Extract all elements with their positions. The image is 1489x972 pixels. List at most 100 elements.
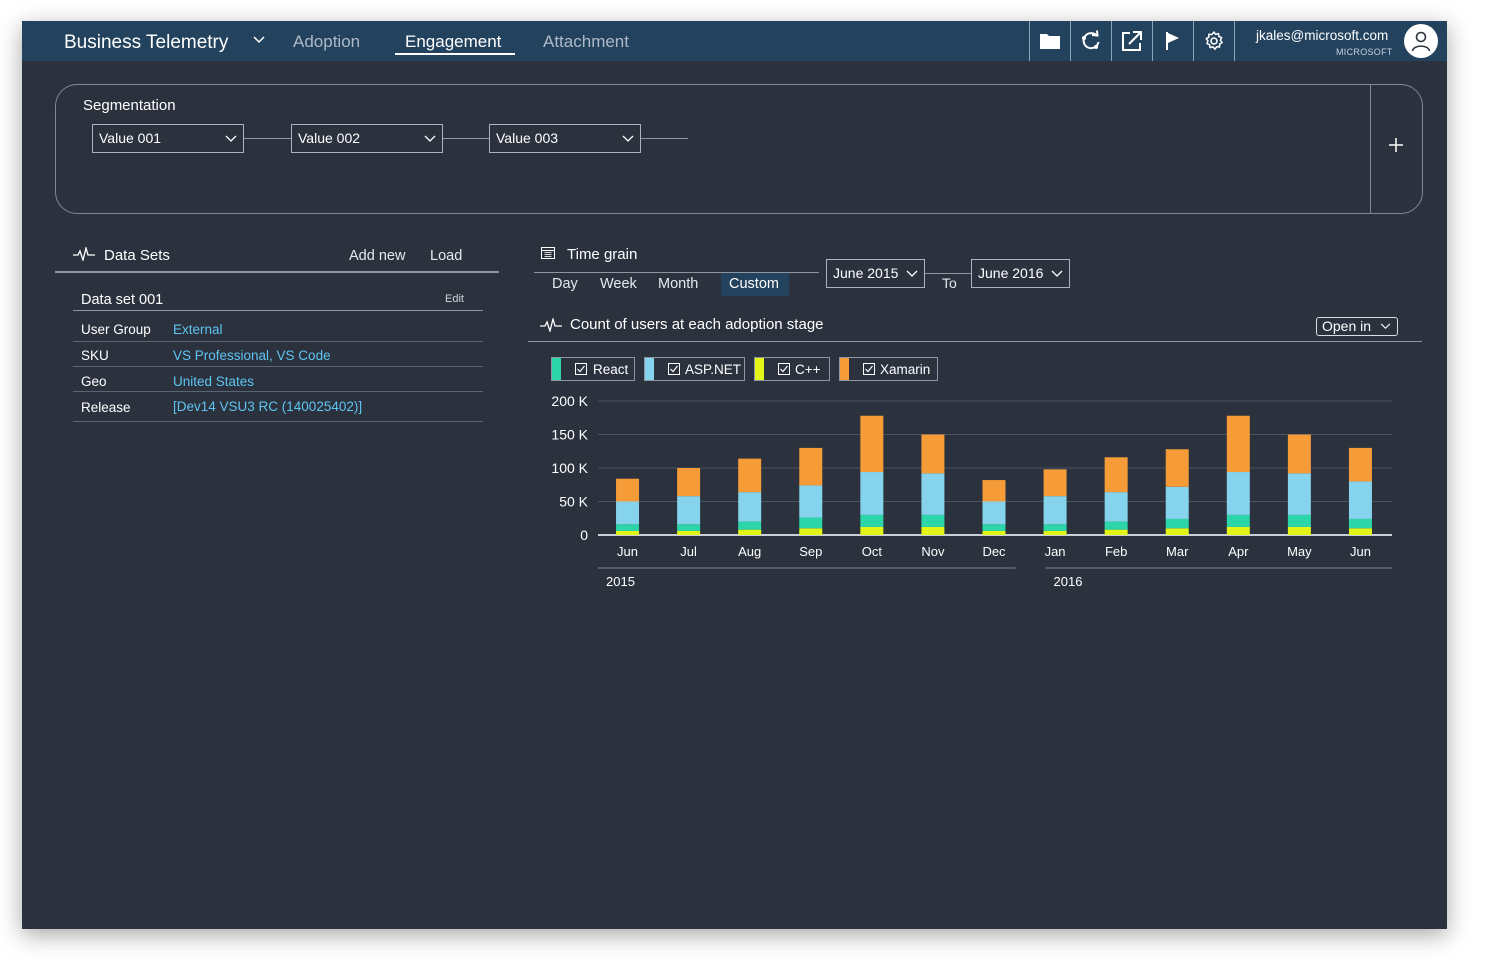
legend-item-xamarin[interactable]: Xamarin xyxy=(839,357,938,381)
x-tick-label: Jan xyxy=(1045,544,1066,559)
x-tick-label: May xyxy=(1287,544,1312,559)
add-new-dataset-link[interactable]: Add new xyxy=(349,248,406,264)
time-grain-title: Time grain xyxy=(567,246,638,263)
bar-segment-xamarin xyxy=(1165,449,1189,487)
x-tick-label: Apr xyxy=(1228,544,1249,559)
time-grain-day[interactable]: Day xyxy=(552,276,578,292)
legend-swatch-xamarin xyxy=(840,358,849,380)
tab-attachment[interactable]: Attachment xyxy=(543,32,629,51)
checkbox-checked-icon[interactable] xyxy=(863,363,875,375)
stacked-bar-chart: 200 K 150 K 100 K 50 K 0 Jun Jul Aug Sep Oct Nov De… xyxy=(551,393,1392,589)
segment-select-1-value: Value 001 xyxy=(99,130,162,146)
tab-adoption[interactable]: Adoption xyxy=(293,32,361,51)
chevron-down-icon xyxy=(225,135,237,142)
bar-segment-react xyxy=(1104,521,1128,530)
bar-segment-aspnet xyxy=(738,492,762,522)
time-grain-custom[interactable]: Custom xyxy=(729,276,779,292)
load-dataset-link[interactable]: Load xyxy=(430,248,463,264)
time-grain-month[interactable]: Month xyxy=(658,276,699,292)
dataset-value-user-group[interactable]: External xyxy=(173,322,223,337)
bar-segment-react xyxy=(860,514,884,527)
bar-segment-c xyxy=(921,526,945,535)
calendar-icon xyxy=(541,247,555,259)
dataset-value-sku[interactable]: VS Professional, VS Code xyxy=(173,348,331,363)
avatar[interactable] xyxy=(1404,24,1438,58)
segment-connector xyxy=(443,138,489,139)
table-row-divider xyxy=(73,391,483,392)
segmentation-divider xyxy=(1370,85,1371,213)
date-range-connector xyxy=(925,273,971,274)
date-from-select[interactable]: June 2015 xyxy=(826,259,925,288)
x-tick-label: Aug xyxy=(738,544,761,559)
bar-segment-c xyxy=(1104,529,1128,535)
segment-select-3[interactable]: Value 003 xyxy=(489,124,641,153)
x-tick-label: Feb xyxy=(1105,544,1127,559)
bar-segment-aspnet xyxy=(1226,472,1250,515)
open-in-label: Open in xyxy=(1322,318,1372,334)
chevron-down-icon xyxy=(1051,270,1063,277)
bar-segment-xamarin xyxy=(1287,434,1311,474)
bar-segment-xamarin xyxy=(1104,457,1128,493)
legend-label-xamarin: Xamarin xyxy=(880,362,931,377)
bar-segment-react xyxy=(1226,514,1250,527)
dataset-key-release: Release xyxy=(81,400,131,415)
segment-select-2-value: Value 002 xyxy=(298,130,361,146)
segment-select-1[interactable]: Value 001 xyxy=(92,124,244,153)
table-row-divider xyxy=(73,421,483,422)
bar-segment-xamarin xyxy=(1043,469,1067,497)
open-in-button[interactable]: Open in xyxy=(1316,317,1398,336)
bar-segment-c xyxy=(860,526,884,535)
bar-segment-aspnet xyxy=(921,473,945,515)
bar-segment-c xyxy=(1348,528,1372,535)
datasets-title: Data Sets xyxy=(104,247,170,264)
tab-engagement[interactable]: Engagement xyxy=(405,32,502,51)
bar-segment-aspnet xyxy=(616,501,640,525)
dataset-value-geo[interactable]: United States xyxy=(173,374,255,389)
checkbox-checked-icon[interactable] xyxy=(575,363,587,375)
segment-select-3-value: Value 003 xyxy=(496,130,559,146)
legend-item-cpp[interactable]: C++ xyxy=(754,357,830,381)
edit-dataset-link[interactable]: Edit xyxy=(445,293,464,305)
bar-segment-xamarin xyxy=(1348,447,1372,482)
folder-button[interactable] xyxy=(1029,21,1070,61)
segment-select-2[interactable]: Value 002 xyxy=(291,124,443,153)
legend-swatch-react xyxy=(552,358,561,380)
bar-segment-xamarin xyxy=(860,415,884,473)
settings-button[interactable] xyxy=(1193,21,1235,61)
bar-segment-react xyxy=(1043,524,1067,531)
bar-segment-aspnet xyxy=(677,496,701,525)
x-tick-label: Dec xyxy=(982,544,1006,559)
top-navigation-bar: Business Telemetry Adoption Engagement A… xyxy=(22,21,1447,61)
brand-title[interactable]: Business Telemetry xyxy=(64,32,229,53)
bar-segment-react xyxy=(982,524,1006,531)
dataset-value-release[interactable]: [Dev14 VSU3 RC (140025402)] xyxy=(173,399,363,414)
user-icon xyxy=(1411,31,1431,52)
bar-segment-xamarin xyxy=(799,447,823,486)
table-row-divider xyxy=(73,341,483,342)
checkbox-checked-icon[interactable] xyxy=(778,363,790,375)
y-tick-label: 0 xyxy=(580,527,588,543)
date-from-value: June 2015 xyxy=(833,265,899,281)
app-window: Business Telemetry Adoption Engagement A… xyxy=(22,21,1447,929)
share-button[interactable] xyxy=(1111,21,1152,61)
plus-icon[interactable] xyxy=(1386,135,1406,155)
time-grain-week[interactable]: Week xyxy=(600,276,637,292)
x-tick-label: Jun xyxy=(617,544,638,559)
bar-segment-aspnet xyxy=(1287,473,1311,515)
table-row-divider xyxy=(73,366,483,367)
refresh-button[interactable] xyxy=(1070,21,1111,61)
time-grain-selected-highlight xyxy=(721,273,789,296)
x-tick-label: Jun xyxy=(1350,544,1371,559)
bar-segment-react xyxy=(1165,518,1189,529)
chevron-down-icon xyxy=(622,135,634,142)
checkbox-checked-icon[interactable] xyxy=(668,363,680,375)
date-to-select[interactable]: June 2016 xyxy=(971,259,1070,288)
chevron-down-icon[interactable] xyxy=(253,36,265,44)
pulse-icon xyxy=(73,247,95,261)
user-email[interactable]: jkales@microsoft.com xyxy=(1256,28,1389,43)
bar-segment-react xyxy=(921,514,945,527)
flag-button[interactable] xyxy=(1152,21,1193,61)
legend-item-react[interactable]: React xyxy=(551,357,635,381)
legend-item-aspnet[interactable]: ASP.NET xyxy=(644,357,745,381)
bar-segment-react xyxy=(1287,514,1311,527)
